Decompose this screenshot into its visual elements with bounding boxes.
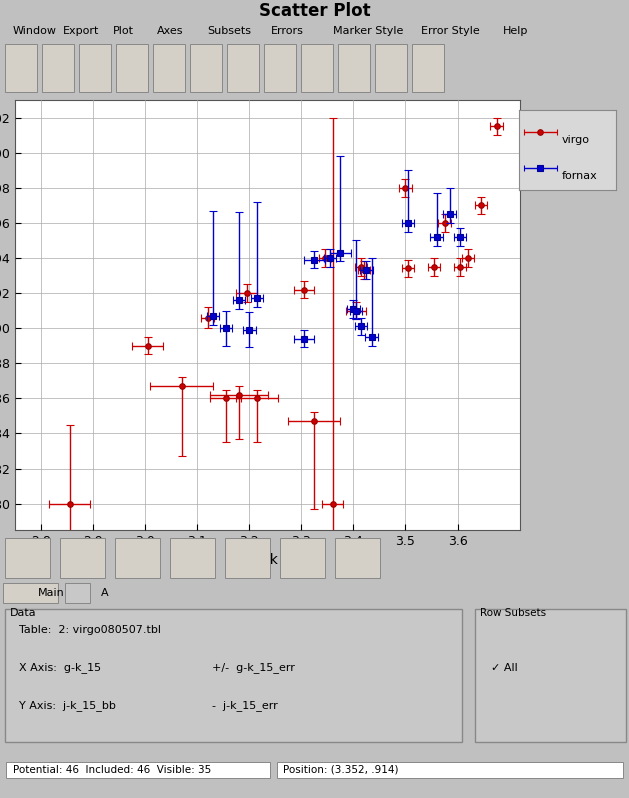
Text: Potential: 46  Included: 46  Visible: 35: Potential: 46 Included: 46 Visible: 35 — [13, 765, 211, 775]
Text: fornax: fornax — [562, 171, 598, 180]
Text: Error Style: Error Style — [421, 26, 480, 36]
Text: Export: Export — [63, 26, 99, 36]
FancyBboxPatch shape — [3, 583, 58, 603]
Text: Marker Style: Marker Style — [333, 26, 404, 36]
Text: X Axis:  g-k_15: X Axis: g-k_15 — [19, 662, 101, 674]
FancyBboxPatch shape — [277, 762, 623, 778]
FancyBboxPatch shape — [5, 609, 462, 742]
Text: Main: Main — [38, 587, 65, 598]
Text: -  j-k_15_err: - j-k_15_err — [213, 701, 278, 711]
X-axis label: g-k: g-k — [257, 554, 279, 567]
FancyBboxPatch shape — [6, 762, 270, 778]
Text: Data: Data — [9, 608, 36, 618]
Text: Row Subsets: Row Subsets — [480, 608, 546, 618]
Text: Table:  2: virgo080507.tbl: Table: 2: virgo080507.tbl — [19, 625, 161, 635]
Text: Subsets: Subsets — [208, 26, 252, 36]
Text: Plot: Plot — [113, 26, 134, 36]
Text: Scatter Plot: Scatter Plot — [259, 2, 370, 20]
Text: Window: Window — [13, 26, 57, 36]
Text: Help: Help — [503, 26, 528, 36]
Text: Axes: Axes — [157, 26, 184, 36]
Text: Y Axis:  j-k_15_bb: Y Axis: j-k_15_bb — [19, 701, 116, 711]
Text: Position: (3.352, .914): Position: (3.352, .914) — [283, 765, 399, 775]
Text: +/-  g-k_15_err: +/- g-k_15_err — [213, 662, 295, 674]
Text: Errors: Errors — [270, 26, 303, 36]
Text: A: A — [101, 587, 108, 598]
Text: ✓ All: ✓ All — [491, 663, 518, 673]
FancyBboxPatch shape — [65, 583, 90, 603]
FancyBboxPatch shape — [475, 609, 626, 742]
Text: virgo: virgo — [562, 136, 590, 145]
